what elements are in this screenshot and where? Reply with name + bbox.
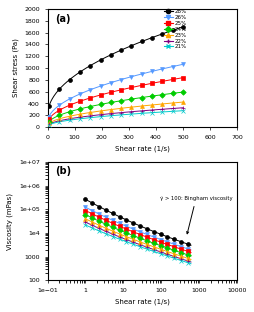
Text: (b): (b) [55, 166, 71, 176]
Legend: 28%, 26%, 25%, 24%, 23%, 22%, 21%: 28%, 26%, 25%, 24%, 23%, 22%, 21% [164, 9, 186, 49]
Y-axis label: Shear stress (Pa): Shear stress (Pa) [12, 39, 19, 97]
Text: (a): (a) [55, 14, 71, 24]
Text: γ̇ > 100: Bingham viscosity: γ̇ > 100: Bingham viscosity [160, 196, 232, 234]
X-axis label: Shear rate (1/s): Shear rate (1/s) [115, 299, 170, 305]
Y-axis label: Viscosity (mPas): Viscosity (mPas) [7, 193, 13, 250]
X-axis label: Shear rate (1/s): Shear rate (1/s) [115, 145, 170, 152]
